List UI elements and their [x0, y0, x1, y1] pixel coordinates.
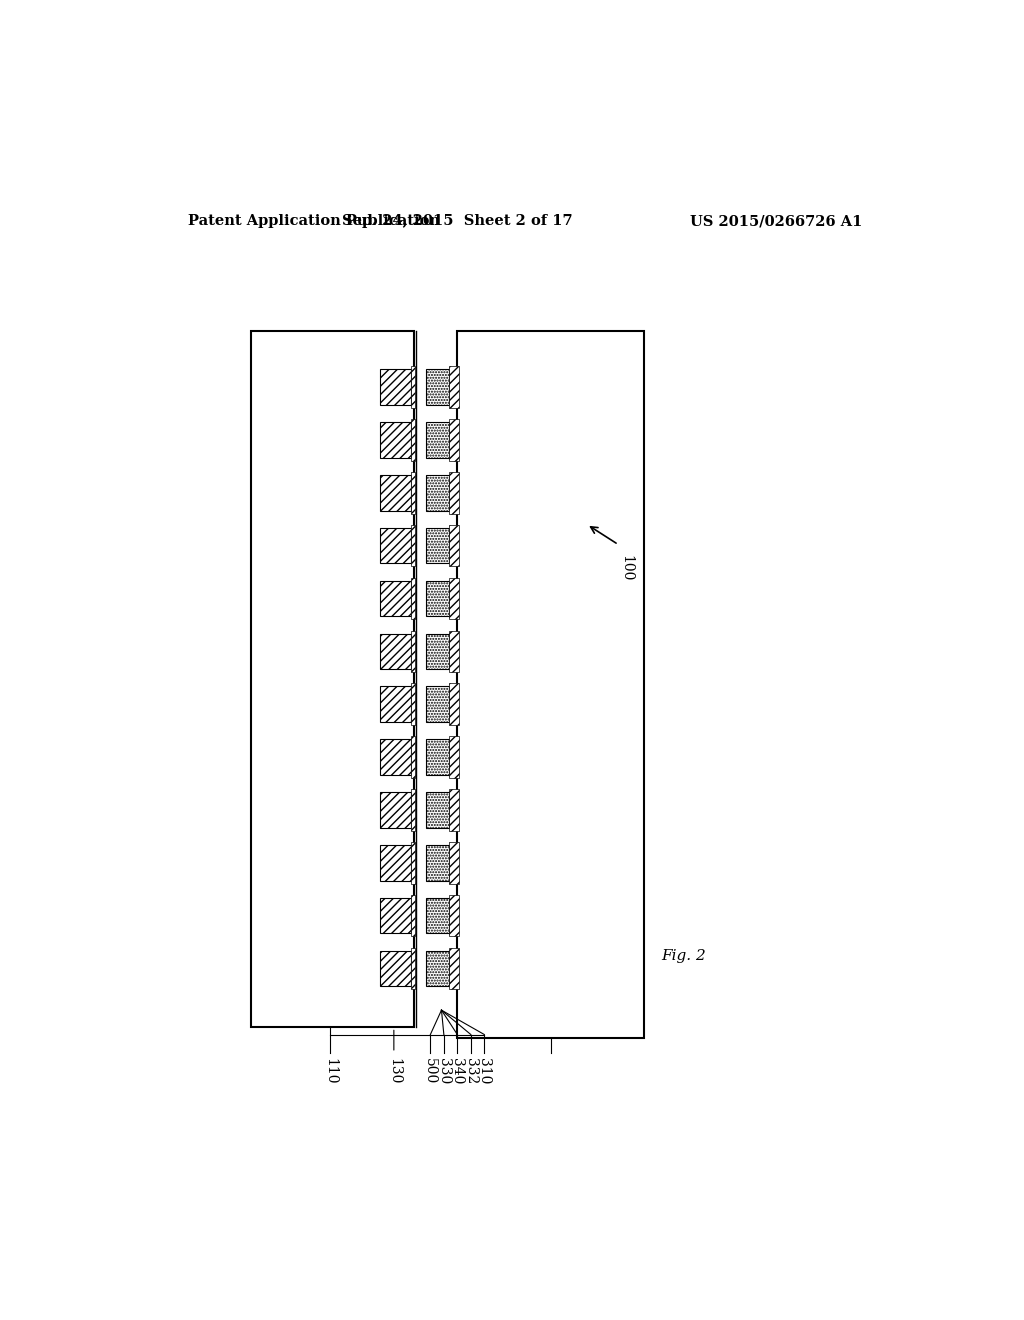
Text: US 2015/0266726 A1: US 2015/0266726 A1 [690, 214, 862, 228]
Bar [450, 420, 459, 461]
Bar [450, 842, 459, 883]
Bar [412, 473, 416, 513]
Text: Patent Application Publication: Patent Application Publication [187, 214, 439, 228]
Text: 500: 500 [423, 1057, 437, 1084]
Bar [450, 895, 459, 936]
Bar [412, 525, 416, 566]
Bar [426, 370, 450, 405]
Bar [426, 581, 450, 616]
Bar [450, 525, 459, 566]
Bar [412, 684, 416, 725]
Bar [380, 686, 412, 722]
Bar [412, 366, 416, 408]
Bar [412, 631, 416, 672]
Bar [380, 581, 412, 616]
Bar [380, 422, 412, 458]
Bar [380, 475, 412, 511]
Bar [426, 634, 450, 669]
Bar [412, 895, 416, 936]
Bar [450, 578, 459, 619]
Bar [251, 331, 414, 1027]
Bar [426, 792, 450, 828]
Bar [426, 528, 450, 564]
Bar [412, 789, 416, 830]
Text: 110: 110 [324, 1057, 337, 1085]
Bar [450, 737, 459, 777]
Bar [412, 737, 416, 777]
Text: 130: 130 [387, 1057, 400, 1084]
Text: 340: 340 [451, 1057, 464, 1084]
Bar [450, 948, 459, 989]
Text: 332: 332 [464, 1057, 478, 1084]
Bar [380, 370, 412, 405]
Bar [450, 366, 459, 408]
Bar [450, 631, 459, 672]
Text: 100: 100 [620, 554, 634, 581]
Bar [450, 473, 459, 513]
Bar [426, 845, 450, 880]
Bar [380, 792, 412, 828]
Bar [380, 898, 412, 933]
Bar [412, 842, 416, 883]
Bar [458, 331, 644, 1038]
Bar [380, 845, 412, 880]
Bar [450, 789, 459, 830]
Bar [426, 422, 450, 458]
Bar [412, 578, 416, 619]
Bar [412, 420, 416, 461]
Bar [412, 948, 416, 989]
Bar [426, 950, 450, 986]
Bar [380, 950, 412, 986]
Bar [426, 475, 450, 511]
Text: Fig. 2: Fig. 2 [662, 949, 706, 964]
Bar [380, 528, 412, 564]
Bar [450, 684, 459, 725]
Bar [380, 739, 412, 775]
Bar [426, 686, 450, 722]
Bar [380, 634, 412, 669]
Text: 310: 310 [477, 1057, 492, 1084]
Bar [426, 898, 450, 933]
Text: Sep. 24, 2015  Sheet 2 of 17: Sep. 24, 2015 Sheet 2 of 17 [342, 214, 572, 228]
Bar [426, 739, 450, 775]
Text: 330: 330 [437, 1057, 451, 1084]
